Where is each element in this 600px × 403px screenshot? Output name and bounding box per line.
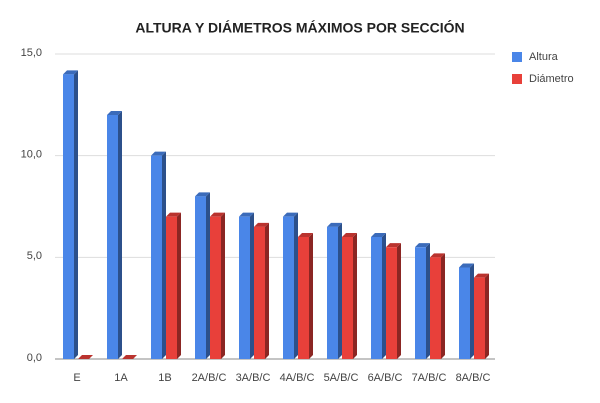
bar-top [342,233,357,237]
bar-side [309,233,313,359]
bar-side [294,212,298,359]
bar-side [221,212,225,359]
bar-front [459,267,470,359]
bar-front [386,247,397,359]
x-tick-label: 2A/B/C [192,372,227,384]
chart-title: ALTURA Y DIÁMETROS MÁXIMOS POR SECCIÓN [135,19,464,36]
bar [342,233,357,359]
x-tick-label: 7A/B/C [412,372,447,384]
bar [474,273,489,359]
bar-side [382,233,386,359]
bar [386,243,401,359]
bar-front [210,216,221,359]
bar-side [177,212,181,359]
legend-label: Altura [529,51,559,63]
bar-top [459,263,474,268]
bar-front [63,74,74,359]
bar-top [63,70,78,75]
bar-front [342,237,353,359]
bar-top [151,151,166,156]
bar [371,233,386,359]
bar [166,212,181,359]
bar [459,263,474,359]
bar-top [195,192,210,197]
x-tick-label: 8A/B/C [456,372,491,384]
bar-side [206,192,210,359]
y-tick-label: 5,0 [27,250,42,262]
bar-top [327,222,342,227]
bar-side [426,243,430,359]
bar-front [107,115,118,359]
bar-front [371,237,382,359]
bar-front [195,196,206,359]
x-tick-label: 4A/B/C [280,372,315,384]
legend-swatch [512,52,522,62]
bar [122,355,137,359]
bar-top [415,243,430,248]
bar-side [353,233,357,359]
x-tick-label: E [73,372,80,384]
bar [430,253,445,359]
bar-front [166,216,177,359]
bar-front [254,226,265,359]
bar-top [78,355,93,359]
bar-side [250,212,254,359]
bar [107,111,122,359]
bar [283,212,298,359]
bar [298,233,313,359]
bar-front [327,226,338,359]
bar-top [386,243,401,248]
bar-top [474,273,489,278]
bar-front [239,216,250,359]
y-tick-label: 0,0 [27,352,42,364]
y-tick-label: 15,0 [21,47,42,59]
bar-front [298,237,309,359]
bar-top [298,233,313,237]
bar-top [283,212,298,217]
bar [195,192,210,359]
legend-label: Diámetro [529,73,574,85]
bar-top [107,111,122,115]
bar [210,212,225,359]
bar-side [470,263,474,359]
x-tick-label: 1B [158,372,171,384]
bar [151,151,166,359]
bar-side [74,70,78,359]
bar-front [151,155,162,359]
bar-front [415,247,426,359]
x-tick-label: 3A/B/C [236,372,271,384]
y-tick-label: 10,0 [21,149,42,161]
bar-side [485,273,489,359]
bar-side [162,151,166,359]
bar [63,70,78,359]
bar [78,355,93,359]
bar-side [265,222,269,359]
bar-top [166,212,181,217]
bar [415,243,430,359]
bar [239,212,254,359]
bar-top [122,355,137,359]
bar-top [371,233,386,237]
bar-front [430,257,441,359]
bar-top [239,212,254,217]
bar-front [474,277,485,359]
bar-top [210,212,225,217]
bar-front [283,216,294,359]
bar-top [430,253,445,258]
bar-top [254,222,269,227]
bar [254,222,269,359]
bar-side [441,253,445,359]
bar-side [397,243,401,359]
x-tick-label: 1A [114,372,128,384]
bar-side [118,111,122,359]
x-tick-label: 6A/B/C [368,372,403,384]
bar-side [338,222,342,359]
legend-swatch [512,74,522,84]
x-tick-label: 5A/B/C [324,372,359,384]
bar [327,222,342,359]
